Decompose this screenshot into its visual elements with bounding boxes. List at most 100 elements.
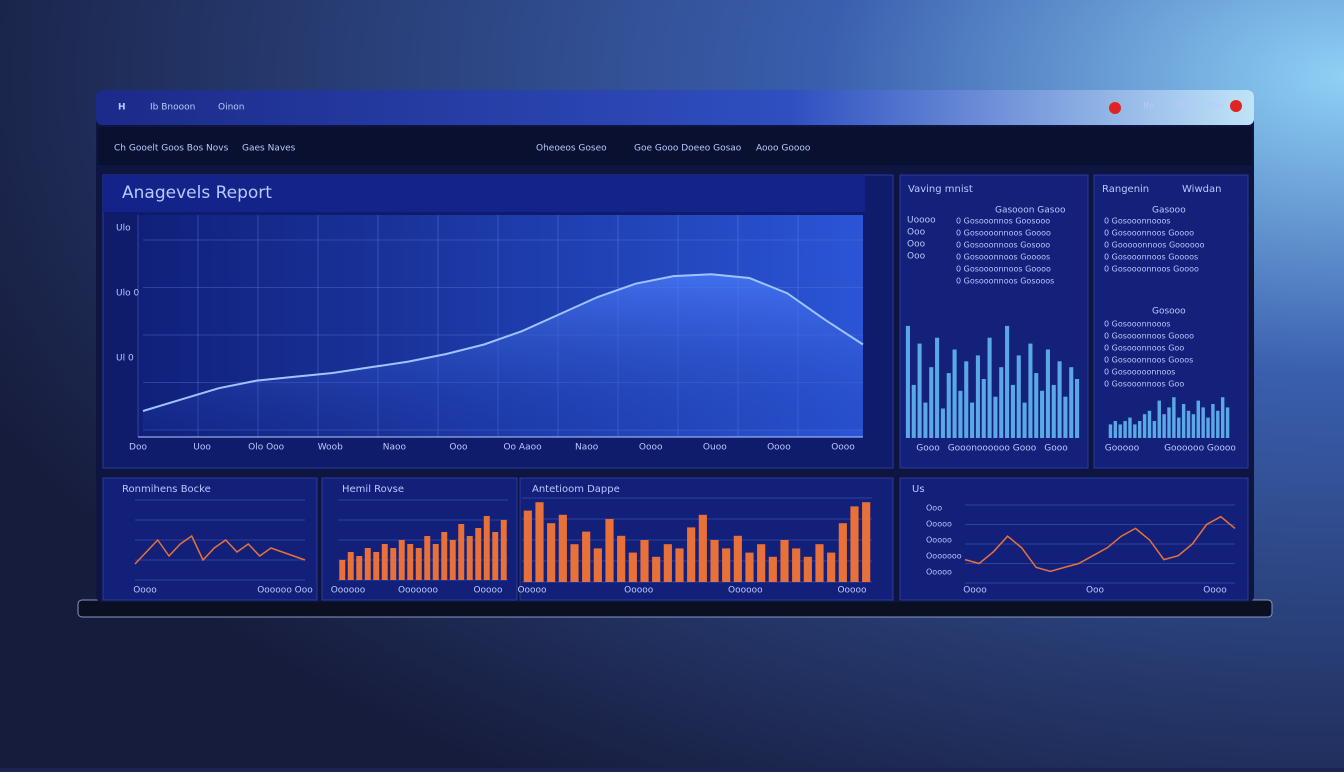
bar	[1034, 373, 1039, 438]
bar	[1010, 384, 1015, 438]
bar	[981, 379, 986, 438]
notification-dot[interactable]	[1109, 102, 1121, 114]
axis-label: Ulo 0	[116, 289, 139, 299]
panel-title: Anagevels Report	[122, 183, 272, 203]
bar	[722, 548, 731, 582]
axis-label: Ooo	[1086, 586, 1105, 596]
axis-label: Naoo	[575, 443, 599, 453]
label: 0 Gosooonnoos Goo	[1104, 344, 1184, 353]
axis-label: Ooooo	[624, 586, 654, 596]
bar	[373, 552, 380, 580]
axis-label: Goooooo Goooo	[1164, 444, 1236, 454]
axis-label: Oooo	[963, 586, 987, 596]
menu-item: Ifo	[1143, 102, 1155, 112]
bar	[652, 556, 661, 582]
label: Oinon	[218, 103, 245, 113]
bar	[381, 544, 388, 580]
bar	[911, 384, 916, 438]
axis-label: Oooo	[767, 443, 791, 453]
panel-title: Us	[912, 484, 925, 495]
bar	[617, 535, 626, 582]
bar	[1063, 396, 1068, 438]
bar	[339, 560, 346, 580]
bar	[687, 527, 696, 582]
label: 0 Gosooonnoos Gosooo	[956, 241, 1050, 250]
label: 0 Gosooonnos Goosooo	[956, 217, 1050, 226]
bar	[675, 548, 684, 582]
bar	[946, 373, 951, 438]
bar	[441, 532, 448, 580]
bar	[999, 367, 1004, 438]
axis-label: Ooo	[449, 443, 468, 453]
label: Ib Bnooon	[150, 103, 195, 113]
axis-label: Woob	[318, 443, 343, 453]
label: Ooooooo	[926, 552, 962, 561]
bar	[768, 556, 777, 582]
label: Ooooo	[926, 536, 952, 545]
bar	[415, 548, 422, 580]
label: 0 Gosoooonnoos Goooo	[956, 265, 1051, 274]
bar	[407, 544, 414, 580]
bar	[1206, 417, 1210, 438]
bar	[1138, 421, 1142, 438]
bar	[593, 548, 602, 582]
line	[134, 534, 306, 565]
bar	[757, 544, 766, 582]
axis-label: Gooonoooooo Gooo	[948, 444, 1037, 454]
label: 0 Gosooonnoos Goooo	[1104, 332, 1194, 341]
bar	[803, 556, 812, 582]
bar	[970, 402, 975, 438]
bar	[398, 540, 405, 580]
nav-bar	[98, 127, 1252, 165]
close-button[interactable]	[1230, 100, 1242, 112]
bar	[1216, 410, 1220, 438]
bar	[710, 540, 719, 582]
panel-title: Vaving mnist	[908, 184, 973, 195]
label: Ooooo	[926, 520, 952, 529]
top-bar	[96, 90, 1254, 125]
nav-item: Oheoeos Goseo	[536, 144, 607, 154]
label: Ooo	[926, 504, 942, 513]
bar	[850, 506, 859, 582]
axis-label: Oooo	[1203, 586, 1227, 596]
bar	[733, 535, 742, 582]
panel-title: Hemil Rovse	[342, 484, 404, 495]
bar	[964, 361, 969, 438]
bar	[1123, 421, 1127, 438]
heading: Gasooo	[1152, 206, 1186, 216]
bar	[1167, 407, 1171, 438]
panel	[102, 477, 318, 601]
bar	[1022, 402, 1027, 438]
bar	[917, 343, 922, 438]
bar	[1181, 404, 1186, 438]
bar	[780, 540, 789, 582]
axis-label: Doo	[129, 443, 147, 453]
label: 0 Gosooonnooos	[1104, 320, 1171, 329]
bar	[1172, 397, 1176, 438]
label: 0 Gooooonnoos Goooooo	[1104, 241, 1205, 250]
bar	[1057, 361, 1062, 438]
bar	[815, 544, 824, 582]
bar	[952, 349, 957, 438]
axis-label: Gooo	[916, 444, 940, 454]
axis-label: Ooooooo	[398, 586, 439, 596]
axis-label: Oooooo	[728, 586, 763, 596]
bar	[1075, 379, 1080, 438]
label: Ooo	[907, 240, 926, 250]
bar	[745, 552, 754, 582]
axis-label: Naoo	[383, 443, 407, 453]
label: Ooo	[907, 252, 926, 262]
heading: Gasooon Gasoo	[995, 206, 1066, 216]
label: 0 Gosooonnoos Goooos	[956, 253, 1050, 262]
axis-label: Uoo	[193, 443, 211, 453]
bar	[1005, 325, 1010, 438]
bar	[1147, 410, 1152, 438]
label: Uoooo	[907, 216, 936, 226]
panel-title: Ronmihens Bocke	[122, 484, 211, 495]
menu-item: Poo	[1207, 102, 1224, 112]
area	[143, 274, 863, 430]
bar	[390, 548, 397, 580]
nav-item: Aooo Goooo	[756, 144, 811, 154]
bar	[364, 548, 371, 580]
bar	[449, 540, 456, 580]
